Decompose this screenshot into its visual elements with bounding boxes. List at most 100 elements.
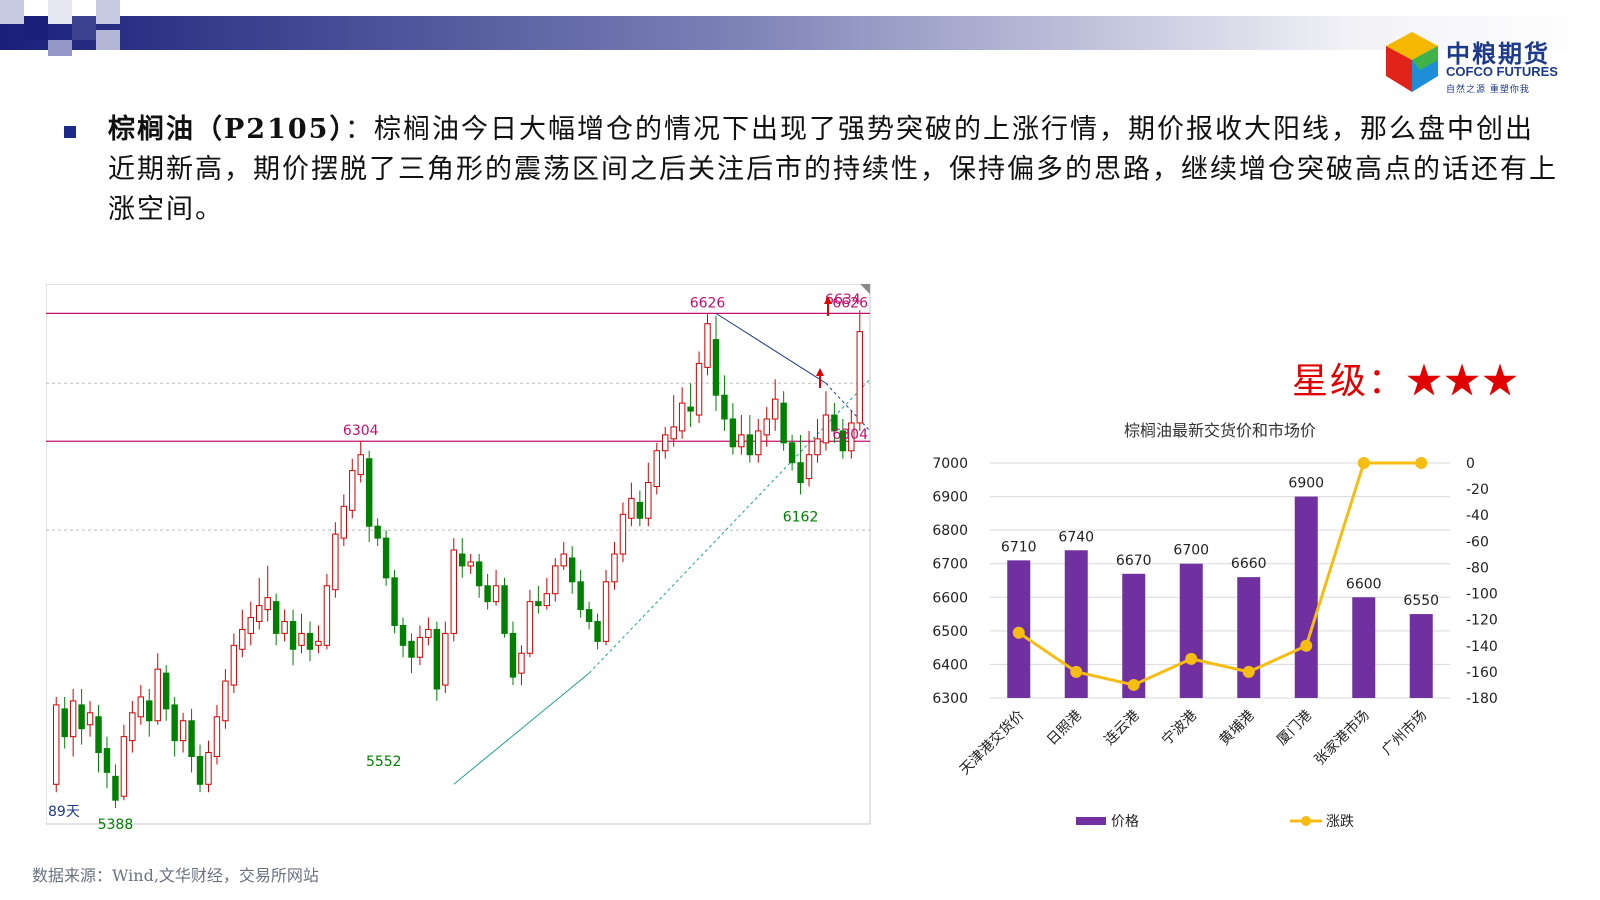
candlestick [518,645,525,686]
candle-body-up [256,605,263,622]
candlestick [560,542,567,570]
combo-change-point [1127,678,1140,691]
combo-right-tick: -40 [1466,508,1489,524]
candlestick [213,704,221,765]
candlestick [746,415,754,463]
candlestick [568,546,576,594]
candle-body-down [196,756,204,785]
kline-period-label: 89天 [48,804,80,820]
candlestick [805,430,813,487]
candle-body-up [552,565,559,595]
combo-bar [1294,496,1318,698]
combo-right-tick: -180 [1466,691,1498,707]
candlestick [188,708,195,773]
candlestick [839,419,847,459]
delivery-price-combo-chart: 棕榈油最新交货价和市场价 6300 6400 6500 6600 6700 6800 6900… [932,421,1498,830]
candle-body-up [247,617,254,634]
candle-body-up [239,628,246,650]
combo-chart-title: 棕榈油最新交货价和市场价 [1124,421,1316,440]
candlestick [442,621,449,693]
combo-right-tick: -140 [1466,639,1498,655]
candlestick [848,411,855,459]
candle-body-up [323,585,331,646]
candle-body-up [425,628,432,638]
candle-body-up [230,644,238,686]
candle-body-down [365,458,373,527]
candlestick [86,700,94,737]
commentary-separator: ： [344,114,374,145]
rating-stars-icon: ★★★ [1406,361,1521,402]
candle-body-up [129,712,136,742]
candlestick [112,764,119,809]
candle-body-up [662,434,669,452]
kline-label-low-a: 5552 [366,754,402,770]
candlestick [196,744,204,793]
candlestick [340,494,348,547]
kline-label-peak-right: 6626 [832,295,868,311]
candle-body-up [543,593,551,607]
candle-body-up [526,601,534,654]
candle-body-down [146,700,153,722]
candle-body-up [450,549,457,634]
candle-body-down [484,585,491,603]
candlestick [814,419,821,463]
candlestick [594,613,601,650]
candle-body-down [636,501,644,519]
legend-line-marker [1301,816,1311,826]
candlestick [475,554,483,598]
kline-label-high-left: 6304 [343,423,379,439]
candle-body-down [788,442,796,464]
candle-body-down [171,704,178,742]
combo-right-tick: 0 [1466,456,1475,472]
candle-body-up [560,553,567,567]
candlestick [670,395,677,447]
candle-body-up [120,736,128,797]
candle-body-up [179,720,187,742]
candlestick [315,625,322,654]
candle-body-up [856,331,863,424]
logo-en-text: COFCO FUTURES [1446,64,1558,79]
candlestick [662,426,669,459]
combo-bar-label: 6700 [1173,543,1209,559]
combo-bar-label: 6900 [1288,476,1324,492]
candle-body-up [653,450,660,488]
candle-body-up [222,680,229,722]
candlestick [526,589,534,658]
candle-body-down [272,601,280,634]
candlestick [721,375,728,431]
kline-label-peak-mid: 6626 [690,295,726,311]
candlestick [256,577,263,630]
candlestick [467,554,474,574]
candlestick [755,419,762,463]
commentary-title: 棕榈油（P2105） [108,114,345,145]
candlestick [645,462,652,527]
candle-body-down [568,557,576,583]
candlestick [771,379,779,431]
combo-bar-label: 6660 [1231,556,1267,572]
candlestick [704,313,711,376]
candle-body-down [162,672,170,710]
candle-body-down [721,394,728,420]
candlestick [611,542,618,590]
candle-body-up [628,497,635,519]
candlestick [120,724,128,801]
combo-right-tick: -120 [1466,613,1498,629]
candle-body-up [442,632,449,686]
star-rating: 星级：★★★ [1292,352,1520,404]
combo-left-tick: 6800 [932,523,968,539]
candlestick [247,601,254,646]
candlestick [239,609,246,658]
candle-body-down [374,525,381,539]
candlestick [678,387,686,439]
bullet-square-icon [64,126,76,138]
candlestick [619,502,627,562]
candle-body-up [315,640,322,646]
candle-body-down [95,716,102,754]
candle-body-up [704,323,711,368]
combo-category-label: 厦门港 [1274,708,1315,749]
kline-label-high-right: 6304 [832,427,868,443]
candle-body-up [822,414,830,444]
candle-body-down [509,632,517,678]
candle-body-down [594,621,601,642]
candle-body-down [78,704,85,730]
